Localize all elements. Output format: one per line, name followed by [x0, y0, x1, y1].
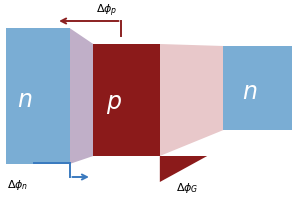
Polygon shape	[160, 44, 223, 156]
Text: $\Delta\phi_G$: $\Delta\phi_G$	[176, 181, 199, 195]
Text: $n$: $n$	[242, 80, 258, 104]
Text: $n$: $n$	[17, 88, 33, 112]
Polygon shape	[160, 156, 207, 182]
Bar	[6, 28, 70, 164]
Text: $p$: $p$	[106, 92, 122, 116]
Bar	[223, 46, 292, 130]
Bar	[93, 44, 160, 156]
Text: $\Delta\phi_n$: $\Delta\phi_n$	[7, 178, 29, 192]
Polygon shape	[70, 28, 93, 164]
Text: $\Delta\phi_p$: $\Delta\phi_p$	[96, 3, 118, 19]
